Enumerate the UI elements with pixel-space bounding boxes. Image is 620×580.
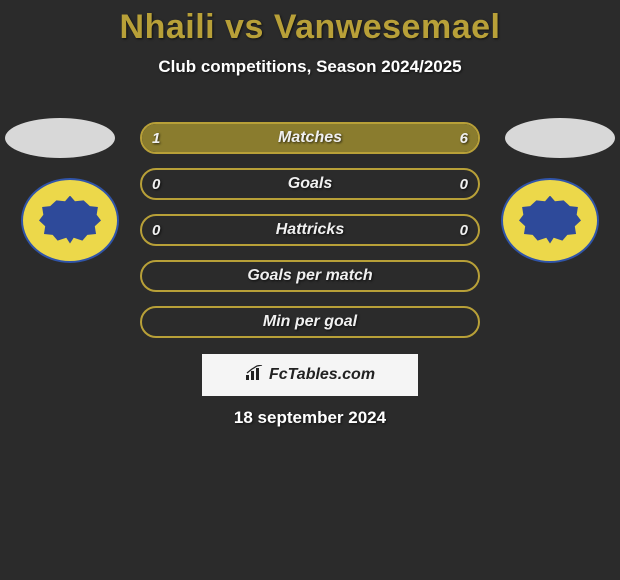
chart-icon	[245, 365, 265, 386]
stat-bars: 1 Matches 6 0 Goals 0 0 Hattricks 0 Goal…	[140, 122, 480, 352]
stat-row-min-per-goal: Min per goal	[140, 306, 480, 338]
player-left-avatar-placeholder	[5, 118, 115, 158]
stat-row-hattricks: 0 Hattricks 0	[140, 214, 480, 246]
brand-text: FcTables.com	[269, 366, 375, 384]
stat-value-right: 0	[460, 170, 468, 198]
stat-row-goals-per-match: Goals per match	[140, 260, 480, 292]
stat-value-right: 0	[460, 216, 468, 244]
date-text: 18 september 2024	[0, 408, 620, 428]
brand-box: FcTables.com	[202, 354, 418, 396]
stat-label: Hattricks	[142, 216, 478, 244]
stat-label: Min per goal	[142, 308, 478, 336]
stat-value-right: 6	[460, 124, 468, 152]
player-right-avatar-placeholder	[505, 118, 615, 158]
club-badge-right	[501, 178, 599, 263]
stat-row-goals: 0 Goals 0	[140, 168, 480, 200]
page-title: Nhaili vs Vanwesemael	[0, 0, 620, 47]
stat-row-matches: 1 Matches 6	[140, 122, 480, 154]
stat-label: Goals	[142, 170, 478, 198]
stat-label: Matches	[142, 124, 478, 152]
page-subtitle: Club competitions, Season 2024/2025	[0, 57, 620, 77]
club-badge-left	[21, 178, 119, 263]
stat-label: Goals per match	[142, 262, 478, 290]
